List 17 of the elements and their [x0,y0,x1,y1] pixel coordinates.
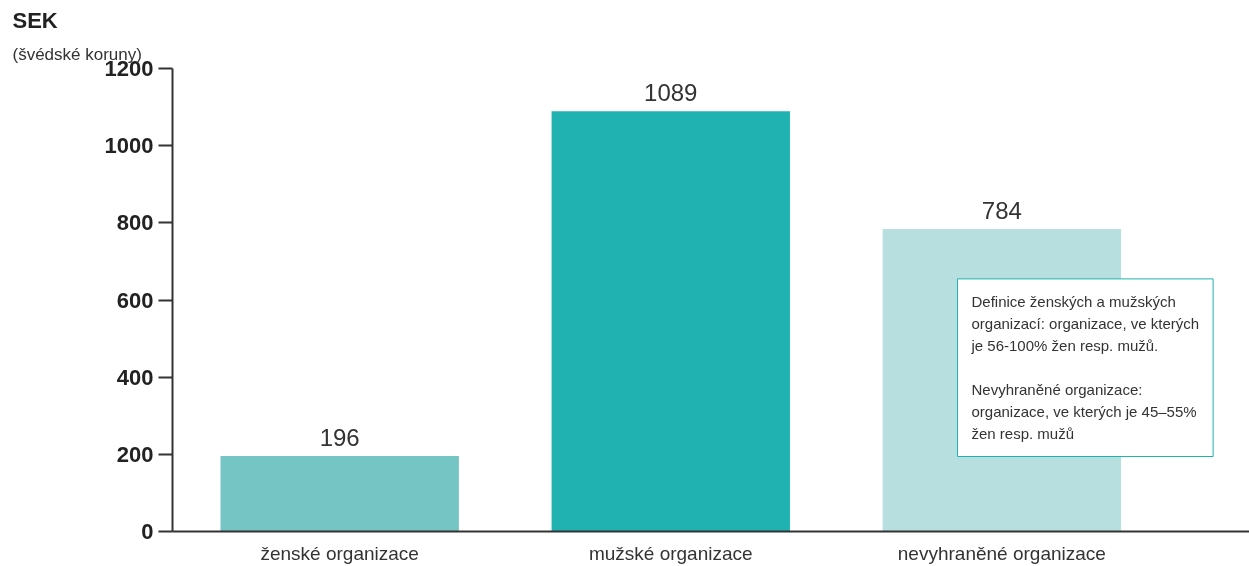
bar [551,111,790,532]
y-tick-label: 400 [116,364,154,390]
y-tick-label: 200 [116,441,154,467]
y-axis-title: SEK [12,7,58,33]
y-tick-label: 800 [116,210,154,236]
x-tick-label: nevyhraněné organizace [897,542,1106,564]
x-tick-label: ženské organizace [260,542,419,564]
y-tick-label: 600 [116,287,154,313]
y-tick-label: 0 [141,519,154,544]
bar [220,455,459,532]
annotation: Nevyhraněné organizace: organizace, ve kterých je 45–55% žen resp. mužů [971,381,1197,443]
data-label: 784 [981,197,1022,225]
annotation: Definice ženských a mužských organizací: organizace, ve kterých je 56-100% žen resp. mužů. [970,292,1200,355]
data-label: 1089 [644,79,698,107]
x-tick-label: mužské organizace [588,542,753,564]
data-label: 196 [319,423,360,451]
y-tick-label: 1000 [104,133,154,159]
